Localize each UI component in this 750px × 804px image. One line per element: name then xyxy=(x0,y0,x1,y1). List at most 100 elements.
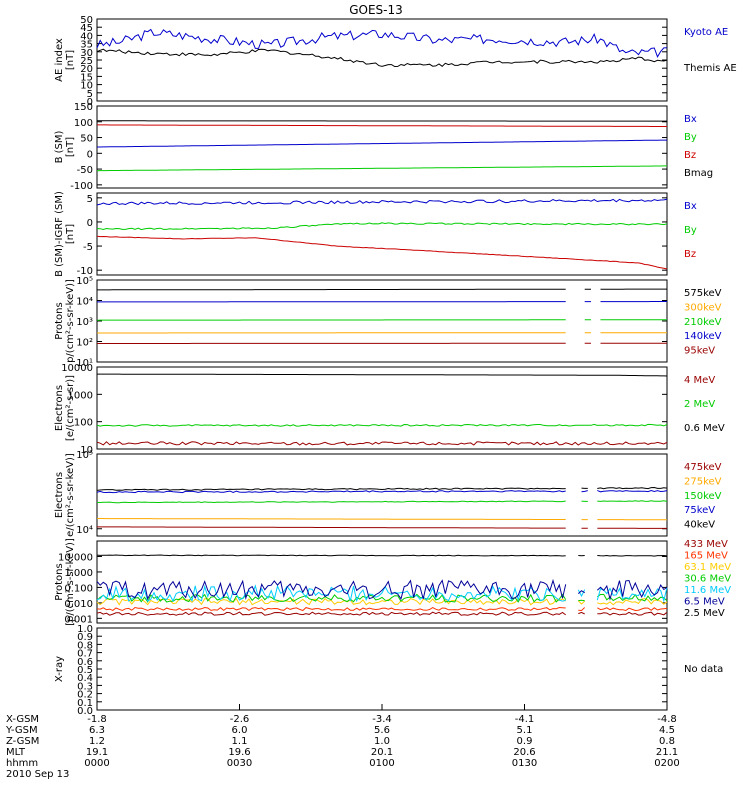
y-tick-label: 10⁴ xyxy=(76,525,93,536)
series-line-4-mev xyxy=(97,442,667,445)
y-tick-label: -5 xyxy=(83,242,93,253)
y-tick-label: -100 xyxy=(70,181,93,192)
x-axis-row-label: Z-GSM xyxy=(6,736,39,747)
x-axis-value: 4.5 xyxy=(659,725,675,736)
y-axis-label: Electrons xyxy=(54,385,65,431)
series-line-0-6-mev xyxy=(97,374,667,376)
series-line-40kev xyxy=(97,488,667,491)
legend-label: 210keV xyxy=(684,317,722,328)
legend-label: 165 MeV xyxy=(684,551,728,562)
y-tick-label: 10⁵ xyxy=(76,276,93,287)
legend-label: 0.6 MeV xyxy=(684,423,725,434)
legend-label: By xyxy=(684,132,697,143)
legend-label: 2 MeV xyxy=(684,399,715,410)
y-tick-label: 100 xyxy=(74,418,93,429)
y-axis-label: [nT] xyxy=(65,137,76,157)
x-axis-value: 6.3 xyxy=(89,725,105,736)
x-axis-value: 0030 xyxy=(227,758,252,769)
legend-label: Bx xyxy=(684,114,697,125)
legend-label: 63.1 MeV xyxy=(684,562,731,573)
series-line-433-mev xyxy=(97,612,667,615)
legend-label: 6.5 MeV xyxy=(684,597,725,608)
series-line-bz xyxy=(97,125,667,127)
y-tick-label: 50 xyxy=(80,15,93,26)
y-tick-label: -50 xyxy=(77,165,93,176)
y-tick-label: 10⁵ xyxy=(76,450,93,461)
series-line-by xyxy=(97,166,667,171)
legend-label: Bz xyxy=(684,150,696,161)
y-tick-label: 10000 xyxy=(61,363,93,374)
legend-label: 75keV xyxy=(684,505,715,516)
panel-frame xyxy=(97,280,667,362)
y-axis-label: p/(cm²-s-sr-keV)] xyxy=(65,279,76,363)
x-axis-row-label: hhmm xyxy=(6,758,38,769)
y-tick-label: 100 xyxy=(74,118,93,129)
y-axis-label: Electrons xyxy=(54,472,65,518)
legend-label: 140keV xyxy=(684,331,722,342)
series-line-bx xyxy=(97,199,667,205)
y-axis-label: X-ray xyxy=(54,656,65,682)
x-axis-value: 0.9 xyxy=(517,736,533,747)
x-axis-value: -4.1 xyxy=(515,714,535,725)
x-axis-value: -2.6 xyxy=(230,714,250,725)
legend-label: 575keV xyxy=(684,288,722,299)
legend-label: By xyxy=(684,225,697,236)
y-axis-label: B (SM)-IGRF (SM) xyxy=(54,191,65,277)
series-line-63-1-mev xyxy=(97,599,667,605)
series-line-themis-ae xyxy=(97,49,667,66)
x-axis-value: 19.1 xyxy=(86,747,108,758)
y-tick-label: 10² xyxy=(76,338,93,349)
legend-label: 30.6 MeV xyxy=(684,574,731,585)
y-axis-label: B (SM) xyxy=(54,130,65,163)
y-axis-label: Protons xyxy=(54,302,65,339)
y-tick-label: 1.0 xyxy=(77,624,93,635)
x-axis-value: 20.6 xyxy=(513,747,535,758)
legend-label: 11.6 MeV xyxy=(684,585,731,596)
x-axis-value: 1.0 xyxy=(374,736,390,747)
x-axis-value: 0.8 xyxy=(659,736,675,747)
x-axis-row-label: MLT xyxy=(6,747,26,758)
legend-label: Themis AE xyxy=(683,63,737,74)
y-axis-label: [e/(cm²-s-sr)] xyxy=(65,375,76,441)
panel-frame xyxy=(97,454,667,536)
x-axis-value: 1.1 xyxy=(232,736,248,747)
series-line-165-mev xyxy=(97,608,667,611)
legend-label: 4 MeV xyxy=(684,375,715,386)
y-tick-label: 0 xyxy=(87,218,93,229)
series-line-275kev xyxy=(97,519,667,520)
series-line-bz xyxy=(97,236,667,269)
x-axis-value: 19.6 xyxy=(228,747,250,758)
legend-label: Kyoto AE xyxy=(684,27,728,38)
series-line-475kev xyxy=(97,527,667,529)
panel-frame xyxy=(97,19,667,101)
panel-7: 0.0010.0100.1001.00010.000Protons[p/(cm²… xyxy=(54,538,731,626)
series-line-150kev xyxy=(97,501,667,503)
series-line-by xyxy=(97,223,667,230)
x-axis-value: 0000 xyxy=(84,758,109,769)
figure-title: GOES-13 xyxy=(349,3,403,17)
y-tick-label: 10³ xyxy=(76,317,93,328)
x-axis-value: 5.1 xyxy=(517,725,533,736)
legend-label: 95keV xyxy=(684,346,715,357)
legend-label: 300keV xyxy=(684,302,722,313)
series-line-575kev xyxy=(97,289,667,290)
y-axis-label: e/(cm²-s-sr-keV)] xyxy=(65,453,76,537)
legend-label: 40keV xyxy=(684,520,715,531)
y-tick-label: 0 xyxy=(87,149,93,160)
series-line-2-mev xyxy=(97,424,667,426)
legend-label: 2.5 MeV xyxy=(684,608,725,619)
legend-label: 433 MeV xyxy=(684,539,728,550)
x-axis-value: 5.6 xyxy=(374,725,390,736)
panel-frame xyxy=(97,106,667,188)
x-axis-value: 1.2 xyxy=(89,736,105,747)
x-axis-row-label: 2010 Sep 13 xyxy=(6,769,69,780)
x-axis-value: 20.1 xyxy=(371,747,393,758)
